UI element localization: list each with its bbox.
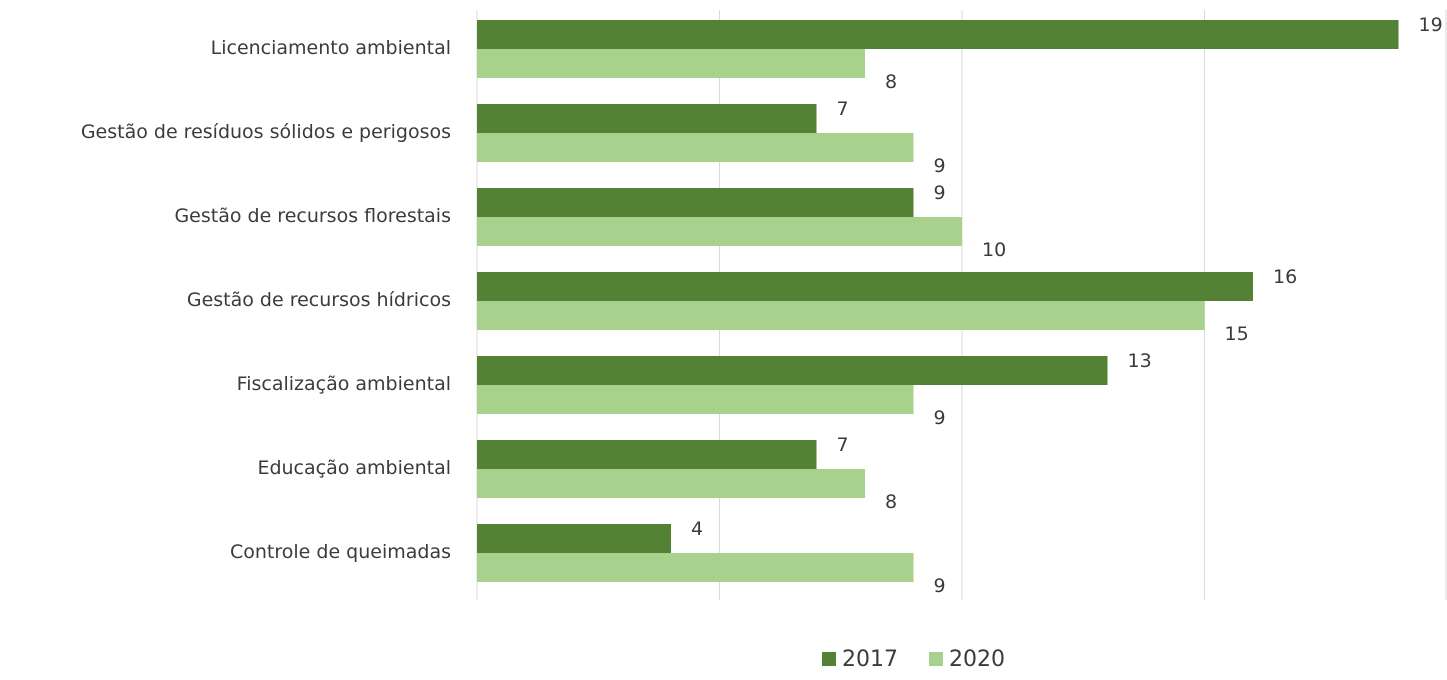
data-label-2020: 10 xyxy=(982,239,1006,261)
legend-label-2020: 2020 xyxy=(949,647,1005,672)
bar-2020 xyxy=(477,301,1205,330)
data-label-2020: 9 xyxy=(934,407,946,429)
data-label-2017: 4 xyxy=(691,518,703,540)
data-label-2017: 19 xyxy=(1419,14,1443,36)
category-label: Gestão de resíduos sólidos e perigosos xyxy=(81,121,451,143)
data-label-2017: 7 xyxy=(837,98,849,120)
bars xyxy=(477,20,1399,582)
bar-2017 xyxy=(477,20,1399,49)
bar-2020 xyxy=(477,49,865,78)
bar-2017 xyxy=(477,440,817,469)
data-label-2017: 16 xyxy=(1273,266,1297,288)
legend-label-2017: 2017 xyxy=(842,647,898,672)
category-label: Gestão de recursos hídricos xyxy=(187,289,451,311)
data-label-2020: 9 xyxy=(934,155,946,177)
data-label-2020: 9 xyxy=(934,575,946,597)
legend-swatch-2020 xyxy=(929,652,943,666)
data-label-2017: 13 xyxy=(1128,350,1152,372)
bar-2017 xyxy=(477,524,671,553)
data-label-2017: 9 xyxy=(934,182,946,204)
labels: Licenciamento ambiental 19 8 Gestão de resí… xyxy=(81,14,1443,597)
legend: 2017 2020 xyxy=(822,647,1005,672)
legend-swatch-2017 xyxy=(822,652,836,666)
bar-2020 xyxy=(477,385,914,414)
bar-2020 xyxy=(477,217,962,246)
category-label: Educação ambiental xyxy=(257,457,451,479)
category-label: Gestão de recursos florestais xyxy=(174,205,451,227)
bar-2020 xyxy=(477,133,914,162)
data-label-2020: 8 xyxy=(885,71,897,93)
bar-2017 xyxy=(477,188,914,217)
bar-2020 xyxy=(477,469,865,498)
category-label: Controle de queimadas xyxy=(230,541,451,563)
bar-2017 xyxy=(477,356,1108,385)
data-label-2017: 7 xyxy=(837,434,849,456)
category-label: Fiscalização ambiental xyxy=(237,373,451,395)
category-label: Licenciamento ambiental xyxy=(211,37,451,59)
data-label-2020: 15 xyxy=(1225,323,1249,345)
data-label-2020: 8 xyxy=(885,491,897,513)
bar-2017 xyxy=(477,272,1253,301)
bar-2020 xyxy=(477,553,914,582)
bar-2017 xyxy=(477,104,817,133)
